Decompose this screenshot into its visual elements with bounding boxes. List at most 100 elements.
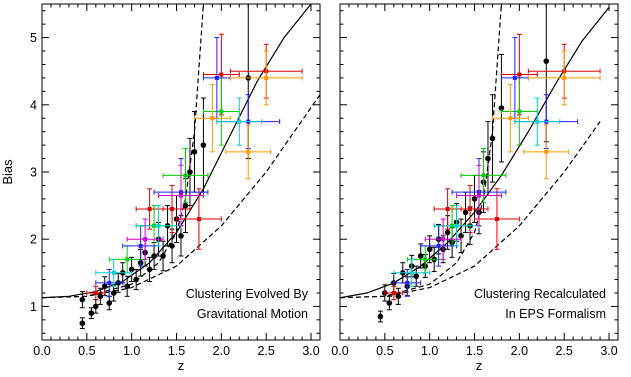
left-plot-area [42,4,320,330]
right-black-data-point [395,287,402,305]
left-black-marker [128,266,135,273]
right-black-marker [444,229,451,236]
left-green-marker [219,109,224,114]
left-black-marker [93,303,99,310]
left-black-marker [133,276,139,283]
right-black-marker [395,293,402,300]
right-orange-marker [508,116,513,121]
left-black-data-point [146,256,153,283]
right-green-data-point [460,147,507,203]
left-magenta-data-point [158,164,204,227]
right-x-tick-label: 1.0 [421,344,438,358]
left-orange-marker [210,116,215,121]
left-black-data-point [110,284,117,302]
left-y-tick-label: 2 [30,233,37,247]
left-red-marker [219,72,224,77]
left-black-marker [187,169,193,175]
right-black-data-point [386,295,393,311]
left-black-data-point [124,275,130,297]
right-plot-area [340,4,610,323]
left-blue-data-point [202,37,231,119]
left-x-tick-label: 1.0 [123,344,140,358]
right-black-marker [489,135,496,142]
left-magenta-data-point [126,218,164,260]
right-cyan-data-point [514,97,561,146]
left-cyan-marker [156,223,161,228]
left-orange-marker [246,149,251,154]
right-red-marker [494,217,499,222]
right-black-marker [413,273,420,279]
left-magenta-marker [143,237,148,242]
right-x-tick-label: 2.5 [555,344,572,358]
left-red-marker [196,217,201,222]
right-x-tick-label: 1.5 [466,344,483,358]
left-dashed-model-curve-1 [42,4,204,299]
left-black-marker [169,243,175,249]
left-black-marker [191,149,198,155]
right-orange-marker [544,149,549,154]
left-cyan-data-point [216,97,263,146]
left-y-tick-label: 1 [30,300,37,314]
left-panel: 0.0 0.5 1.0 1.5 2.0 2.5 3.0 1 2 3 4 5 z Bias Clusterin… [0,3,321,373]
right-black-data-point [498,53,505,163]
left-x-tick-label: 0.0 [33,344,50,358]
right-magenta-marker [441,237,446,242]
left-annotation-line: Clustering Evolved By [186,287,309,301]
right-black-marker [426,246,433,253]
right-blue-data-point [393,268,422,297]
left-black-marker [106,300,113,306]
right-black-data-point [489,94,496,183]
right-panel: 0.0 0.5 1.0 1.5 2.0 2.5 3.0 z Clustering Recalcu… [331,3,619,373]
left-green-marker [125,257,130,262]
left-cyan-marker [237,119,242,124]
right-red-marker [445,206,450,211]
left-black-data-point [191,111,198,193]
left-dashed-model-curve-2 [42,94,320,299]
left-black-marker [124,283,130,290]
left-black-data-point [133,268,139,291]
left-red-data-point [176,188,222,250]
right-x-tick-label: 0.0 [331,344,348,358]
right-black-data-point [458,218,464,254]
left-black-marker [182,202,189,209]
left-red-marker [170,206,175,211]
left-cyan-marker [111,270,116,275]
right-orange-data-point [527,50,601,106]
left-black-data-point [93,299,99,314]
left-cyan-data-point [135,205,182,247]
left-x-tick-label: 0.5 [78,344,95,358]
left-y-tick-label: 5 [30,31,37,45]
right-green-data-point [500,77,538,146]
left-black-data-point [79,291,86,309]
left-blue-marker [214,75,219,80]
left-magenta-marker [179,193,183,198]
left-black-marker [160,253,166,259]
right-green-marker [517,109,522,114]
left-cyan-data-point [95,258,133,287]
right-black-marker [498,105,505,111]
right-red-marker [391,290,396,295]
left-orange-data-point [229,50,303,106]
right-x-tick-label: 0.5 [376,344,393,358]
right-black-marker [458,233,464,239]
left-x-tick-label: 3.0 [302,344,319,358]
right-x-axis-label: z [476,358,483,372]
right-cyan-marker [535,119,540,124]
left-blue-marker [107,280,112,285]
left-black-marker [110,290,117,296]
right-magenta-data-point [456,164,502,227]
right-black-marker [471,196,478,202]
left-x-tick-label: 2.0 [213,344,230,358]
right-black-marker [462,209,469,216]
left-x-tick-label: 1.5 [168,344,185,358]
left-orange-marker [264,75,269,80]
right-orange-data-point [491,84,529,153]
left-black-marker [88,310,95,316]
left-black-marker [151,253,157,259]
left-y-tick-label: 4 [30,98,37,112]
left-y-axis-label: Bias [0,159,15,185]
right-black-marker [543,58,550,64]
left-black-marker [101,283,108,290]
left-annotation-line: Gravitational Motion [197,307,308,321]
